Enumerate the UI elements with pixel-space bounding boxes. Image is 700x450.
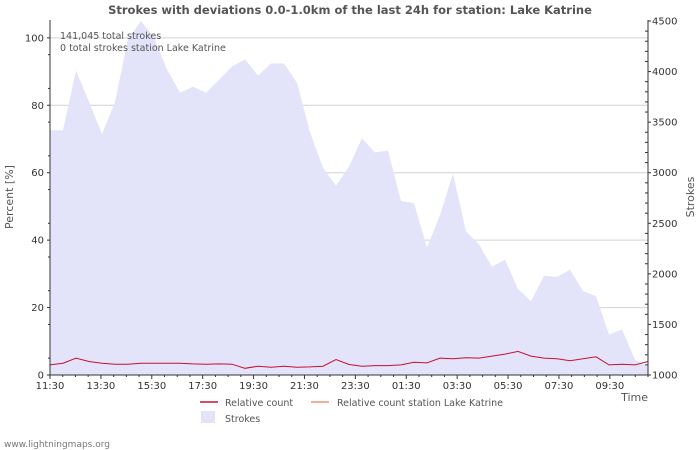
left-tick-label: 20 <box>31 303 44 314</box>
x-axis-label: Time <box>620 391 648 404</box>
right-tick-label: 3500 <box>652 118 677 129</box>
left-axis-ticks: 0 20 40 60 80 100 <box>25 33 50 382</box>
station-strokes-annotation: 0 total strokes station Lake Katrine <box>60 43 226 54</box>
legend-station-label: Relative count station Lake Katrine <box>337 398 503 409</box>
x-tick-label: 19:30 <box>239 381 268 392</box>
x-tick-label: 15:30 <box>137 381 166 392</box>
x-tick-label: 11:30 <box>36 381 65 392</box>
right-tick-label: 3000 <box>652 168 677 179</box>
strokes-area <box>50 21 648 375</box>
axes <box>49 20 649 376</box>
x-tick-label: 09:30 <box>595 381 624 392</box>
x-tick-label: 23:30 <box>341 381 370 392</box>
legend-strokes-label: Strokes <box>225 414 260 425</box>
x-tick-label: 07:30 <box>545 381 574 392</box>
y-axis-left-label: Percent [%] <box>3 165 16 229</box>
x-tick-label: 01:30 <box>392 381 421 392</box>
right-tick-label: 1500 <box>652 320 677 331</box>
x-axis-ticks: 11:30 13:30 15:30 17:30 19:30 21:30 23:30 01:30… <box>36 375 649 392</box>
x-tick-label: 03:30 <box>443 381 472 392</box>
chart-title: Strokes with deviations 0.0-1.0km of the… <box>108 3 592 17</box>
legend-strokes-swatch <box>201 411 215 423</box>
x-tick-label: 05:30 <box>494 381 523 392</box>
right-tick-label: 2500 <box>652 219 677 230</box>
left-tick-label: 0 <box>38 371 44 382</box>
legend: Relative count Relative count station La… <box>200 398 503 425</box>
site-credit: www.lightningmaps.org <box>4 440 110 450</box>
y-axis-right-label: Strokes <box>684 176 697 217</box>
relative-count-line <box>49 350 649 369</box>
left-tick-label: 100 <box>25 33 44 44</box>
right-axis-ticks: 1000 1500 2000 2500 3000 3500 4000 4500 <box>645 17 677 382</box>
right-tick-label: 1000 <box>652 371 677 382</box>
total-strokes-annotation: 141,045 total strokes <box>60 31 161 42</box>
left-tick-label: 80 <box>31 101 44 112</box>
x-tick-label: 13:30 <box>86 381 115 392</box>
right-tick-label: 2000 <box>652 269 677 280</box>
x-tick-label: 21:30 <box>290 381 319 392</box>
right-tick-label: 4000 <box>652 67 677 78</box>
left-tick-label: 40 <box>31 236 44 247</box>
left-tick-label: 60 <box>31 168 44 179</box>
x-tick-label: 17:30 <box>188 381 217 392</box>
legend-relative-count-label: Relative count <box>225 398 293 409</box>
right-tick-label: 4500 <box>652 17 677 28</box>
